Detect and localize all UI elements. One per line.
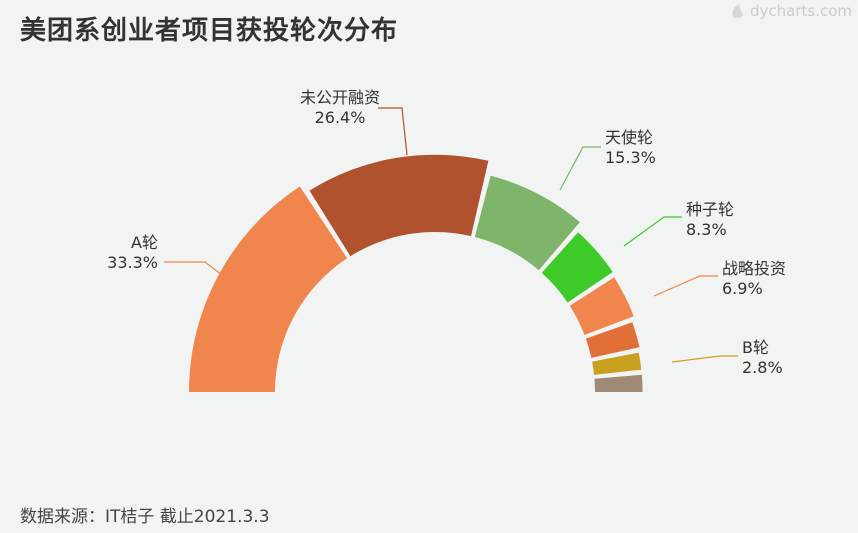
slice-label: 战略投资	[722, 259, 786, 278]
slice-label: A轮	[131, 233, 158, 252]
chart-title: 美团系创业者项目获投轮次分布	[20, 16, 399, 46]
slice-value-label: 2.8%	[742, 358, 783, 377]
slice-value-label: 26.4%	[315, 108, 366, 127]
leader-line	[559, 146, 601, 191]
watermark-text: dycharts.com	[749, 2, 852, 20]
pie-slice[interactable]	[541, 232, 613, 303]
pie-slice[interactable]	[585, 322, 640, 358]
source-note: 数据来源：IT桔子 截止2021.3.3	[20, 507, 270, 527]
slice-label: 种子轮	[686, 200, 734, 219]
leader-line	[164, 261, 223, 276]
leader-line	[378, 107, 408, 156]
leader-line	[671, 355, 738, 363]
leader-line	[623, 216, 682, 247]
slices-group	[189, 154, 643, 392]
slice-label: B轮	[742, 338, 769, 357]
slice-value-label: 8.3%	[686, 220, 727, 239]
leader-lines-group	[164, 107, 738, 363]
pie-slice[interactable]	[594, 374, 643, 392]
slice-value-label: 15.3%	[605, 148, 656, 167]
leader-line	[653, 275, 718, 297]
slice-label: 未公开融资	[300, 88, 380, 107]
pie-slice[interactable]	[189, 186, 348, 392]
dycharts-logo-icon	[732, 4, 743, 19]
slice-value-label: 33.3%	[107, 253, 158, 272]
watermark: dycharts.com	[730, 2, 852, 20]
pie-slice[interactable]	[569, 277, 634, 335]
pie-slice[interactable]	[474, 175, 580, 271]
slice-value-label: 6.9%	[722, 279, 763, 298]
slice-label: 天使轮	[605, 128, 653, 147]
pie-slice[interactable]	[309, 154, 489, 257]
pie-slice[interactable]	[592, 352, 642, 375]
